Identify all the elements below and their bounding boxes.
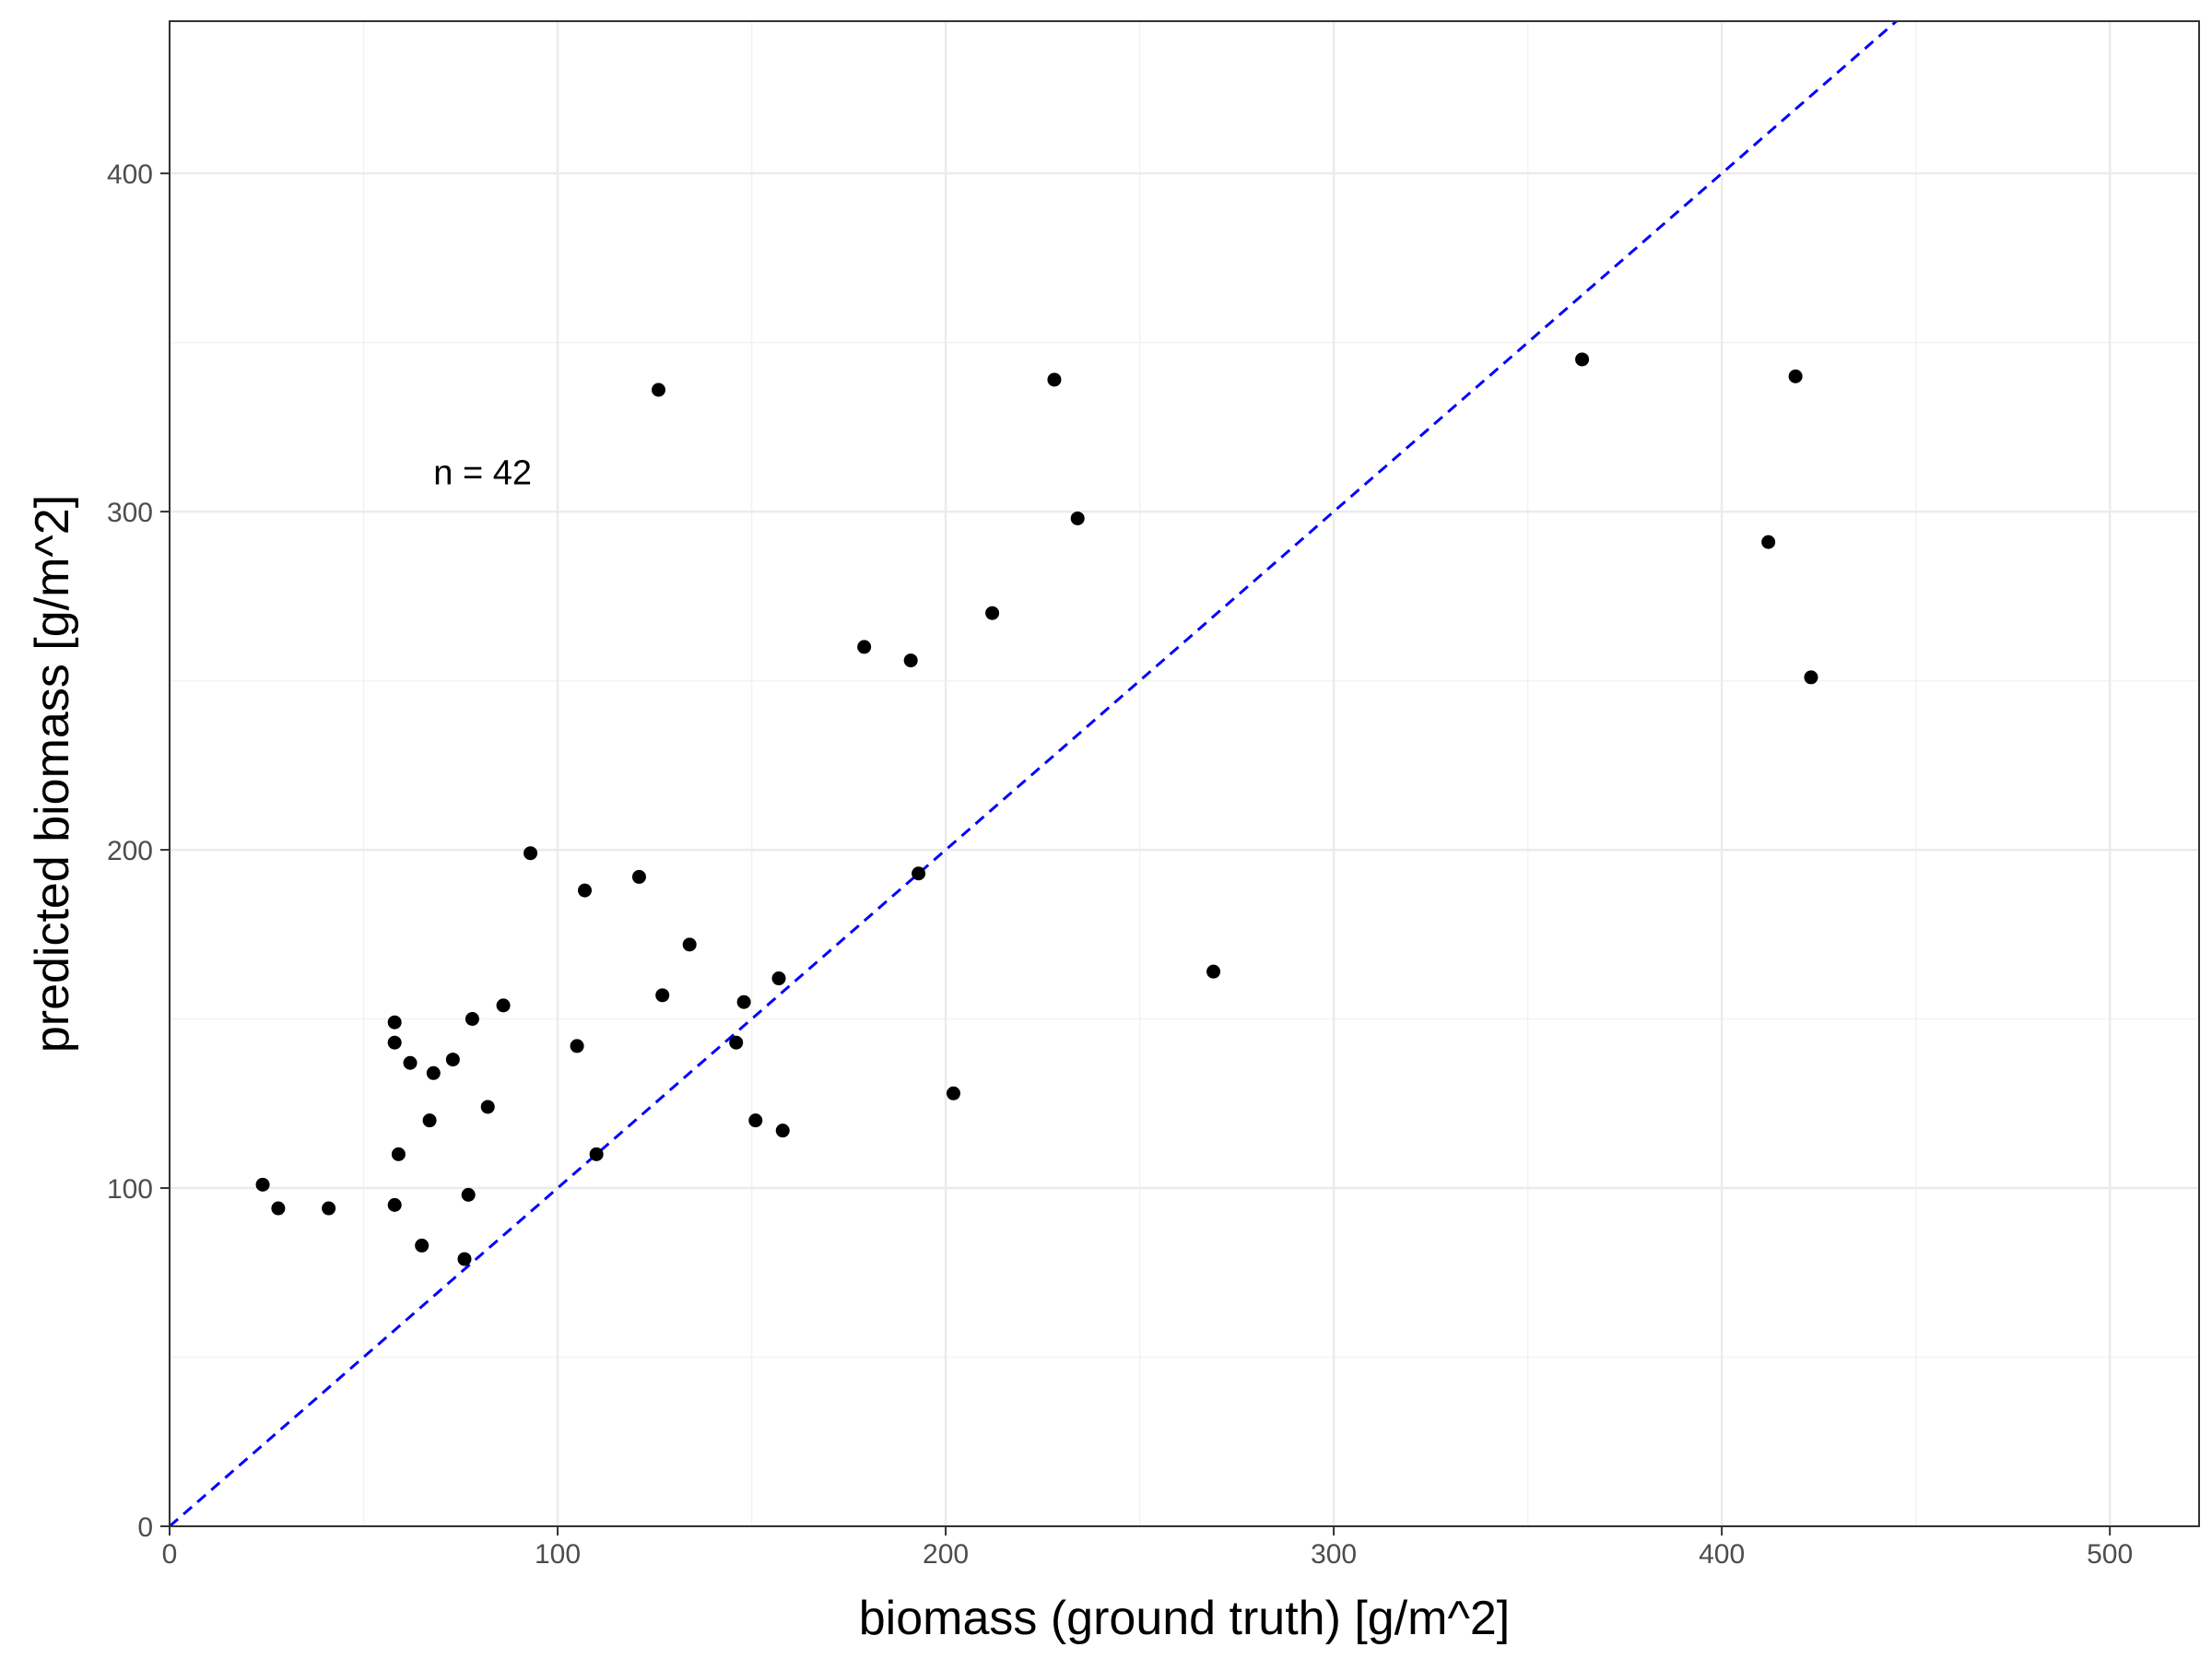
grid-lines (168, 21, 2199, 1528)
data-point (496, 998, 511, 1013)
data-point (589, 1147, 604, 1161)
data-point (1761, 535, 1776, 549)
data-point (387, 1035, 402, 1050)
x-tick-label: 400 (1699, 1539, 1745, 1570)
data-point (578, 883, 593, 898)
data-point (570, 1039, 584, 1053)
data-point (1070, 511, 1085, 525)
data-point (736, 994, 751, 1009)
data-points (255, 352, 1818, 1266)
data-point (465, 1012, 479, 1027)
x-tick-label: 300 (1311, 1539, 1357, 1570)
data-point (461, 1187, 476, 1202)
data-point (422, 1113, 437, 1128)
data-point (631, 869, 646, 884)
data-point (771, 971, 786, 986)
sample-size-annotation: n = 42 (433, 454, 532, 493)
x-tick-label: 200 (923, 1539, 969, 1570)
identity-reference-line (169, 19, 1898, 1528)
axis-ticks: 0 100 200 300 400 500 0 100 200 300 400 (107, 159, 2133, 1570)
panel-border (169, 20, 2200, 1527)
data-point (387, 1197, 402, 1212)
data-point (457, 1252, 472, 1266)
y-tick-label: 400 (107, 159, 153, 190)
data-point (912, 866, 926, 881)
data-point (403, 1055, 418, 1070)
data-point (655, 988, 670, 1003)
data-point (391, 1147, 406, 1161)
data-point (322, 1201, 336, 1216)
data-point (775, 1124, 790, 1138)
y-tick-label: 200 (107, 836, 153, 866)
data-point (857, 640, 872, 654)
data-point (415, 1238, 429, 1253)
data-point (652, 382, 666, 397)
data-point (1804, 670, 1818, 685)
y-tick-label: 300 (107, 498, 153, 528)
data-point (271, 1201, 286, 1216)
x-axis-title: biomass (ground truth) [g/m^2] (859, 1592, 1510, 1645)
data-point (729, 1035, 744, 1050)
data-point (903, 653, 918, 668)
data-point (255, 1177, 270, 1192)
data-point (1575, 352, 1590, 367)
data-point (946, 1086, 960, 1100)
data-point (387, 1015, 402, 1030)
data-point (426, 1065, 441, 1080)
y-axis-title: predicted biomass [g/m^2] (26, 495, 79, 1053)
reference-line-group (169, 19, 1898, 1528)
x-tick-label: 100 (535, 1539, 581, 1570)
data-point (445, 1053, 460, 1067)
data-point (1788, 369, 1803, 383)
data-point (524, 846, 538, 861)
data-point (1047, 372, 1062, 387)
data-point (1206, 964, 1221, 979)
data-point (682, 937, 697, 952)
y-tick-label: 0 (137, 1512, 153, 1543)
x-tick-label: 0 (162, 1539, 178, 1570)
data-point (480, 1100, 495, 1114)
data-point (748, 1113, 763, 1128)
y-tick-label: 100 (107, 1174, 153, 1205)
data-point (985, 606, 1000, 620)
x-tick-label: 500 (2087, 1539, 2133, 1570)
